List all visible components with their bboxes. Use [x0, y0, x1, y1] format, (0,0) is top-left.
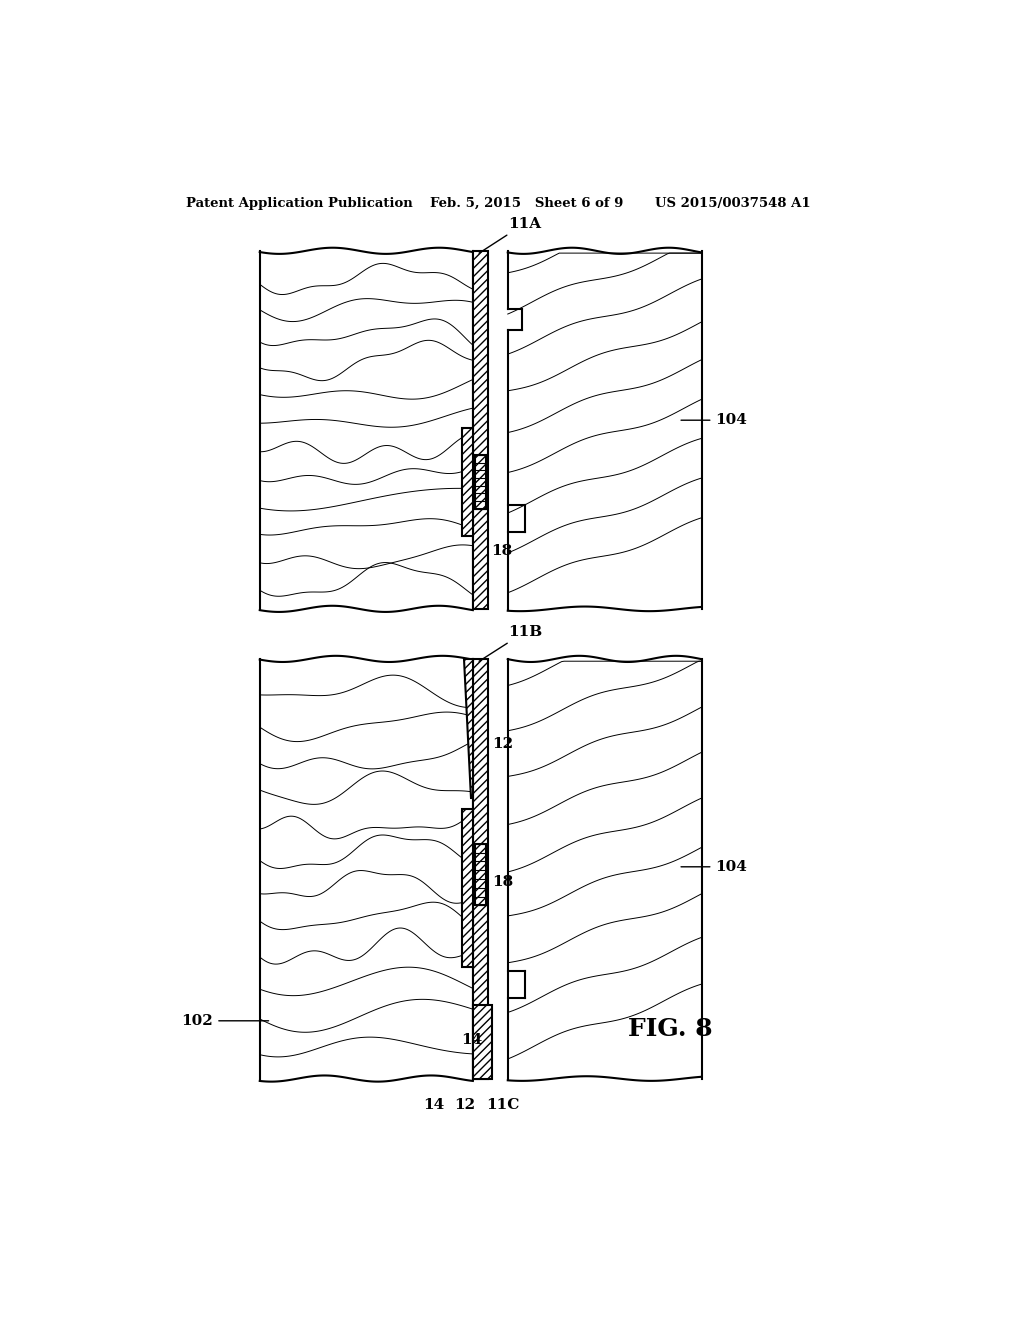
- Polygon shape: [473, 251, 488, 609]
- Polygon shape: [473, 659, 488, 1078]
- Polygon shape: [508, 251, 701, 609]
- Text: 104: 104: [681, 859, 748, 874]
- Polygon shape: [462, 428, 473, 536]
- Polygon shape: [260, 659, 473, 1078]
- Polygon shape: [260, 251, 473, 609]
- Text: 18: 18: [493, 875, 513, 890]
- Text: 104: 104: [681, 413, 748, 428]
- Text: 14: 14: [461, 1034, 482, 1047]
- Polygon shape: [508, 659, 701, 1078]
- Text: 11C: 11C: [486, 1098, 519, 1111]
- Text: 18: 18: [492, 544, 513, 558]
- Text: 12: 12: [455, 1098, 476, 1111]
- Text: 102: 102: [181, 1014, 268, 1028]
- Polygon shape: [473, 1006, 493, 1078]
- Text: FIG. 8: FIG. 8: [628, 1016, 713, 1040]
- Polygon shape: [464, 659, 473, 797]
- Text: Patent Application Publication: Patent Application Publication: [186, 197, 413, 210]
- Text: 14: 14: [424, 1098, 444, 1111]
- Text: 11B: 11B: [479, 624, 542, 661]
- Text: Feb. 5, 2015   Sheet 6 of 9: Feb. 5, 2015 Sheet 6 of 9: [430, 197, 624, 210]
- Polygon shape: [462, 809, 473, 966]
- Text: US 2015/0037548 A1: US 2015/0037548 A1: [655, 197, 811, 210]
- Text: 11A: 11A: [479, 216, 541, 253]
- Text: 12: 12: [493, 737, 513, 751]
